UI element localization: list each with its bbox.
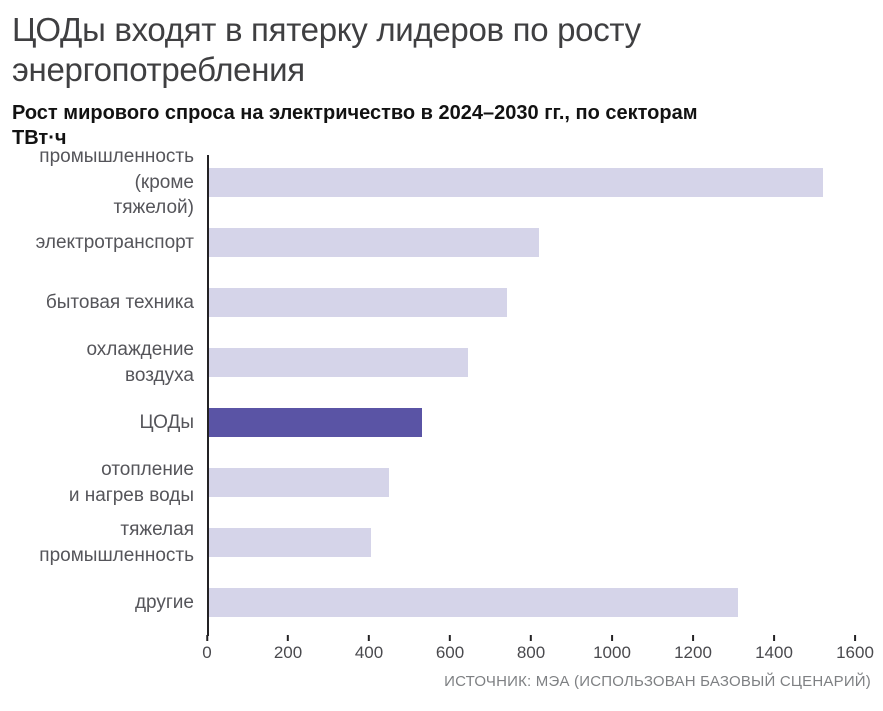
- x-tick-mark: [449, 634, 451, 641]
- category-label: охлаждение воздуха: [86, 338, 194, 386]
- x-tick-label: 1200: [674, 642, 712, 662]
- x-tick: 0: [202, 634, 212, 663]
- bar-row: промышленность (кроме тяжелой): [12, 146, 855, 218]
- bar-track: [207, 228, 855, 257]
- bar: [207, 228, 540, 257]
- x-tick-mark: [530, 634, 532, 641]
- x-tick-mark: [610, 634, 613, 641]
- category-label: промышленность (кроме тяжелой): [39, 146, 194, 219]
- bar-track: [207, 468, 855, 497]
- unit-label: ТВт·ч: [12, 126, 67, 149]
- x-tick: 1400: [755, 634, 793, 663]
- y-axis-line: [207, 154, 209, 636]
- bar: [207, 588, 738, 617]
- x-tick-label: 800: [516, 642, 546, 662]
- bar-row: электротранспорт: [12, 213, 855, 273]
- bar-track: [207, 348, 855, 377]
- category-label: тяжелая промышленность: [39, 518, 194, 566]
- bar: [207, 468, 390, 497]
- bar-row: ЦОДы: [12, 393, 855, 453]
- category-label: отопление и нагрев воды: [68, 458, 194, 506]
- bar: [207, 528, 372, 557]
- bar: [207, 348, 469, 377]
- bar-row: охлаждение воздуха: [12, 333, 855, 393]
- bar-rows: промышленность (кроме тяжелой) электротра…: [12, 146, 855, 633]
- x-tick-label: 400: [354, 642, 384, 662]
- x-tick-mark: [853, 634, 856, 641]
- x-tick-label: 200: [273, 642, 303, 662]
- x-tick-mark: [206, 634, 208, 641]
- x-tick: 600: [435, 634, 465, 663]
- bar-track: [207, 288, 855, 317]
- chart-subtitle: Рост мирового спроса на электричество в …: [12, 101, 698, 124]
- category-label: ЦОДы: [139, 411, 194, 433]
- bar-track: [207, 528, 855, 557]
- x-tick: 200: [273, 634, 303, 663]
- x-tick-label: 1000: [593, 642, 631, 662]
- chart-title: ЦОДы входят в пятерку лидеров по росту э…: [12, 11, 641, 89]
- bar-row: другие: [12, 573, 855, 633]
- x-tick-mark: [772, 634, 775, 641]
- bar-row: бытовая техника: [12, 273, 855, 333]
- x-tick-mark: [691, 634, 694, 641]
- source-note: ИСТОЧНИК: МЭА (ИСПОЛЬЗОВАН БАЗОВЫЙ СЦЕНА…: [444, 672, 871, 690]
- x-tick-mark: [368, 634, 370, 641]
- x-tick-label: 0: [202, 642, 212, 662]
- x-tick: 1200: [674, 634, 712, 663]
- category-label: бытовая техника: [45, 291, 194, 313]
- x-tick: 400: [354, 634, 384, 663]
- x-tick: 800: [516, 634, 546, 663]
- bar-track: [207, 168, 855, 197]
- category-label: электротранспорт: [35, 231, 194, 253]
- bar-track: [207, 588, 855, 617]
- bar: [207, 168, 823, 197]
- x-tick: 1000: [593, 634, 631, 663]
- x-tick-label: 1400: [755, 642, 793, 662]
- bar-highlighted: [207, 408, 422, 437]
- bar-track: [207, 408, 855, 437]
- bar-chart: промышленность (кроме тяжелой) электротра…: [12, 146, 874, 667]
- x-tick-mark: [287, 634, 289, 641]
- x-tick: 1600: [836, 634, 874, 663]
- category-label: другие: [134, 591, 194, 613]
- x-tick-label: 600: [435, 642, 465, 662]
- bar-row: тяжелая промышленность: [12, 513, 855, 573]
- bar-row: отопление и нагрев воды: [12, 453, 855, 513]
- x-tick-label: 1600: [836, 642, 874, 662]
- bar: [207, 288, 507, 317]
- x-axis: 0 200 400 600 800 1000 1200 1400 1600: [202, 634, 874, 667]
- plot-area: промышленность (кроме тяжелой) электротра…: [12, 146, 855, 636]
